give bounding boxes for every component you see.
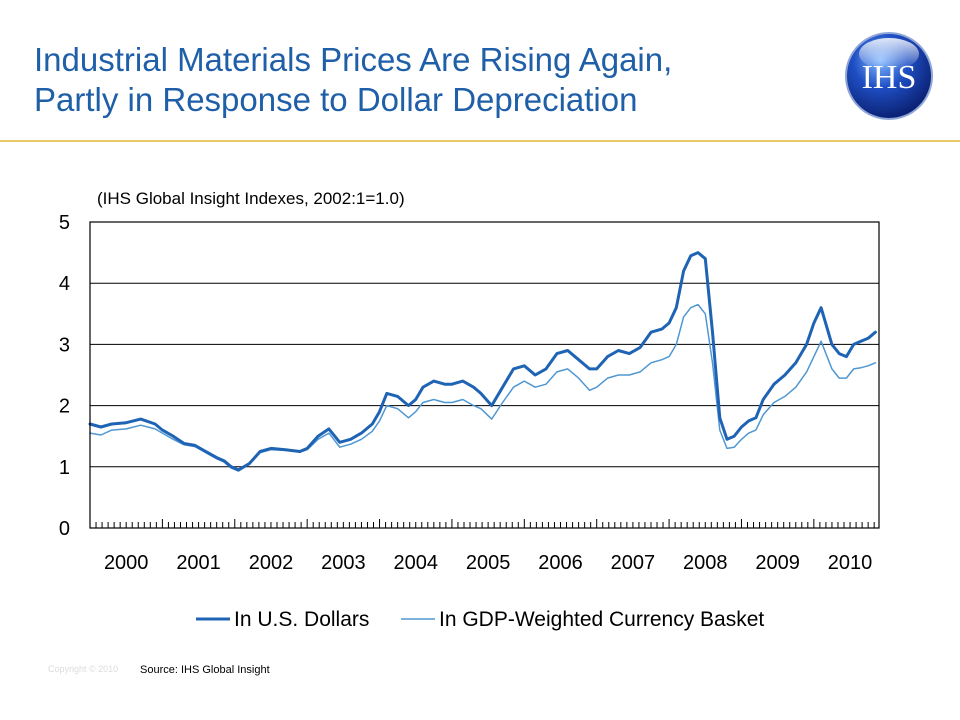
y-tick-label: 2: [59, 396, 70, 418]
x-tick-label: 2003: [321, 552, 366, 574]
x-tick-label: 2004: [393, 552, 438, 574]
y-tick-label: 5: [59, 212, 70, 234]
x-tick-label: 2007: [611, 552, 656, 574]
series-line-usd: [88, 251, 877, 472]
legend-item-basket-label: In GDP-Weighted Currency Basket: [439, 608, 764, 631]
chart-legend: In U.S. Dollars In GDP-Weighted Currency …: [196, 608, 764, 631]
x-tick-label: 2006: [538, 552, 583, 574]
x-tick-label: 2002: [249, 552, 294, 574]
ihs-globe-logo: IHS: [845, 32, 933, 120]
page-title: Industrial Materials Prices Are Rising A…: [34, 40, 834, 120]
series-lines: [88, 251, 877, 472]
x-tick-label: 2005: [466, 552, 511, 574]
source-note: Source: IHS Global Insight: [140, 664, 270, 676]
title-divider: [0, 140, 960, 142]
title-line-1: Industrial Materials Prices Are Rising A…: [34, 41, 673, 78]
source-label: Source:: [140, 664, 178, 676]
plot-frame: [89, 221, 880, 529]
logo-text: IHS: [862, 59, 917, 96]
copyright-notice: Copyright © 2010: [48, 664, 119, 674]
source-value: IHS Global Insight: [180, 664, 270, 676]
legend-item-usd-label: In U.S. Dollars: [234, 608, 369, 631]
series-line-basket: [89, 303, 877, 472]
y-tick-label: 1: [59, 457, 70, 479]
y-axis-ticks: 0 1 2 3 4 5: [59, 212, 70, 540]
x-tick-label: 2009: [755, 552, 800, 574]
chart-subtitle: (IHS Global Insight Indexes, 2002:1=1.0): [97, 189, 405, 208]
y-tick-label: 3: [59, 334, 70, 356]
y-tick-label: 0: [59, 518, 70, 540]
line-chart: (IHS Global Insight Indexes, 2002:1=1.0)…: [59, 189, 880, 631]
title-line-2: Partly in Response to Dollar Depreciatio…: [34, 81, 638, 118]
x-tick-label: 2008: [683, 552, 728, 574]
grid-lines: [90, 221, 879, 529]
x-tick-label: 2000: [104, 552, 149, 574]
y-tick-label: 4: [59, 273, 70, 295]
x-tick-label: 2010: [828, 552, 873, 574]
x-tick-label: 2001: [176, 552, 221, 574]
x-axis-ticks: 2000 2001 2002 2003 2004 2005 2006 2007 2008 2009…: [89, 519, 875, 574]
